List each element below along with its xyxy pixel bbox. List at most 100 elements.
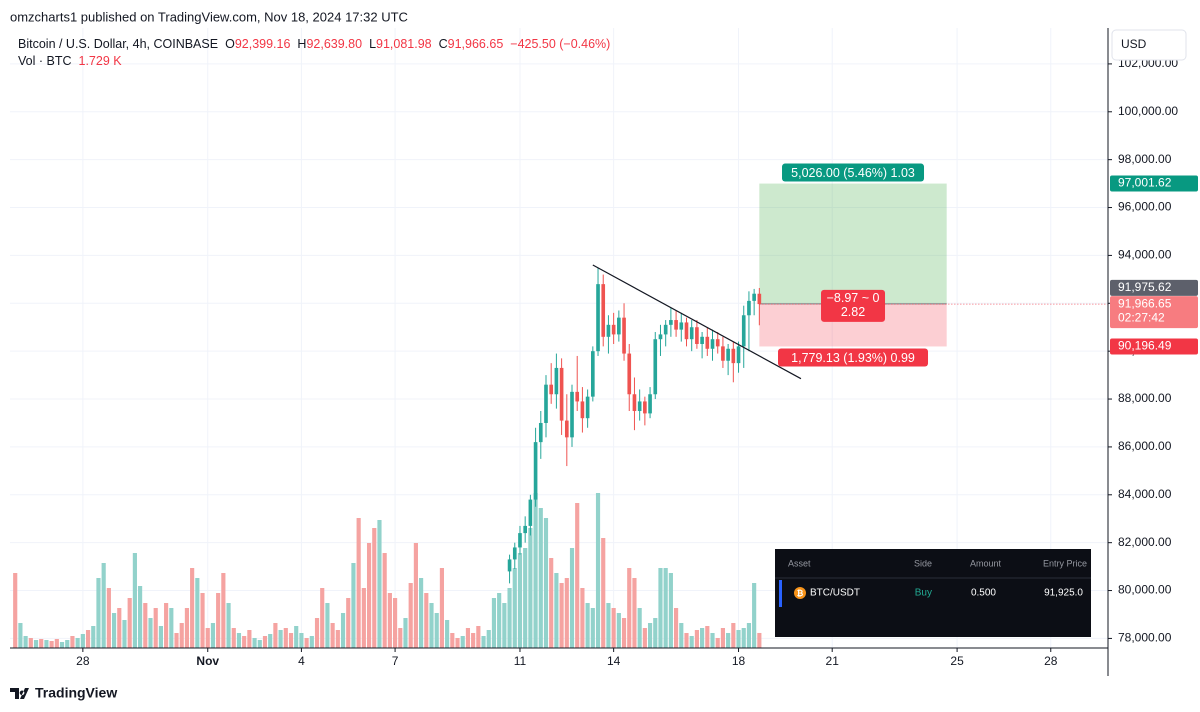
table-cell[interactable]: BTC/USDT (810, 588, 860, 599)
asset-icon (794, 587, 806, 599)
volume-bar (366, 543, 372, 648)
symbol-legend: Bitcoin / U.S. Dollar, 4h, COINBASE O92,3… (18, 37, 610, 51)
volume-bar (127, 598, 132, 648)
volume-bar (221, 573, 226, 648)
volume-bar (138, 586, 143, 648)
position-layer (759, 183, 947, 347)
volume-bar (340, 613, 346, 648)
table-cell: 91,925.0 (1044, 588, 1083, 599)
volume-bar (299, 633, 304, 648)
volume-bar (80, 634, 85, 648)
volume-bar (637, 608, 642, 648)
y-tick-label: 100,000.00 (1118, 104, 1178, 118)
candle-body (580, 401, 585, 419)
volume-bar (351, 563, 356, 648)
volume-bar (580, 588, 585, 648)
y-tick-label: 94,000.00 (1118, 248, 1172, 262)
volume-bar (642, 628, 647, 648)
candle-body (747, 300, 751, 316)
volume-bar (143, 603, 148, 648)
candle-body (601, 284, 606, 337)
last-price-tag (1110, 296, 1198, 329)
x-tick-label: 25 (950, 654, 964, 668)
candle-body (736, 346, 741, 364)
table-header: Asset (788, 558, 811, 568)
volume-bar (450, 633, 455, 648)
candle-body (528, 499, 533, 526)
volume-layer (13, 493, 762, 648)
volume-bar (49, 641, 54, 648)
candle-body (617, 317, 621, 335)
volume-bar (169, 608, 174, 648)
volume-bar (361, 588, 366, 648)
volume-bar (101, 563, 106, 648)
volume-bar (257, 640, 262, 648)
legend-value: 91,081.98 (376, 37, 432, 51)
volume-bar (585, 603, 590, 648)
volume-bar (668, 573, 673, 648)
volume-bar (663, 568, 668, 648)
trendline (592, 264, 802, 380)
volume-bar (200, 593, 205, 648)
candle-body (679, 322, 684, 330)
volume-bar (294, 626, 299, 648)
asset-icon-glyph: ₿ (797, 589, 804, 598)
candle-body (757, 293, 762, 305)
volume-bar (413, 543, 418, 648)
volume-bar (455, 638, 460, 648)
candle-body (637, 401, 642, 412)
volume-bar (158, 626, 163, 648)
candle-body (622, 317, 626, 354)
y-tick-label: 96,000.00 (1118, 200, 1172, 214)
currency-button[interactable] (1111, 29, 1187, 61)
volume-bar (392, 598, 398, 648)
table-cell: Buy (915, 588, 932, 599)
candle-body (518, 533, 522, 548)
candle-body (559, 367, 564, 421)
candle-body (648, 394, 652, 414)
volume-bar (710, 633, 715, 648)
volume-bar (247, 630, 252, 648)
volume-bar (564, 578, 569, 648)
volume-bar (377, 520, 382, 648)
candle-body (700, 336, 704, 344)
stop-tag-label: 90,196.49 (1118, 339, 1172, 353)
volume-bar (70, 636, 75, 648)
volume-bar (382, 553, 387, 648)
volume-bar (700, 628, 705, 648)
volume-bar (595, 493, 601, 648)
volume-bar (606, 603, 611, 648)
volume-bar (117, 608, 122, 648)
volume-bar (283, 628, 288, 648)
stop-label-box (778, 348, 929, 367)
positions-table: Asset Side Amount Entry Price ₿ BTC/USDT… (775, 549, 1091, 637)
countdown: 02:27:42 (1118, 310, 1165, 324)
brand: TradingView (10, 685, 117, 701)
volume-bar (314, 618, 320, 648)
volume-bar (164, 603, 169, 648)
candle-body (643, 401, 647, 414)
candle-body (570, 391, 574, 438)
volume-bar (486, 630, 491, 648)
candle-body (752, 293, 756, 301)
volume-bar (445, 620, 450, 648)
volume-bar (674, 608, 679, 648)
volume-bar (44, 640, 49, 648)
target-tag (1110, 175, 1198, 192)
candle-body (533, 442, 538, 500)
volume-bar (184, 608, 190, 648)
volume-bar (216, 593, 221, 648)
candle-body (695, 327, 699, 344)
table-cell: 0.500 (971, 588, 996, 599)
volume-bar (252, 638, 257, 648)
volume-bar (148, 618, 153, 648)
legend-key: C (439, 37, 448, 51)
volume-bar (481, 636, 486, 648)
volume-bar (497, 593, 502, 648)
volume-bar (236, 633, 242, 648)
volume-bar (736, 630, 741, 648)
volume-bar (512, 568, 517, 648)
target-tag-label: 97,001.62 (1118, 176, 1172, 190)
currency-label[interactable]: USD (1121, 37, 1147, 51)
